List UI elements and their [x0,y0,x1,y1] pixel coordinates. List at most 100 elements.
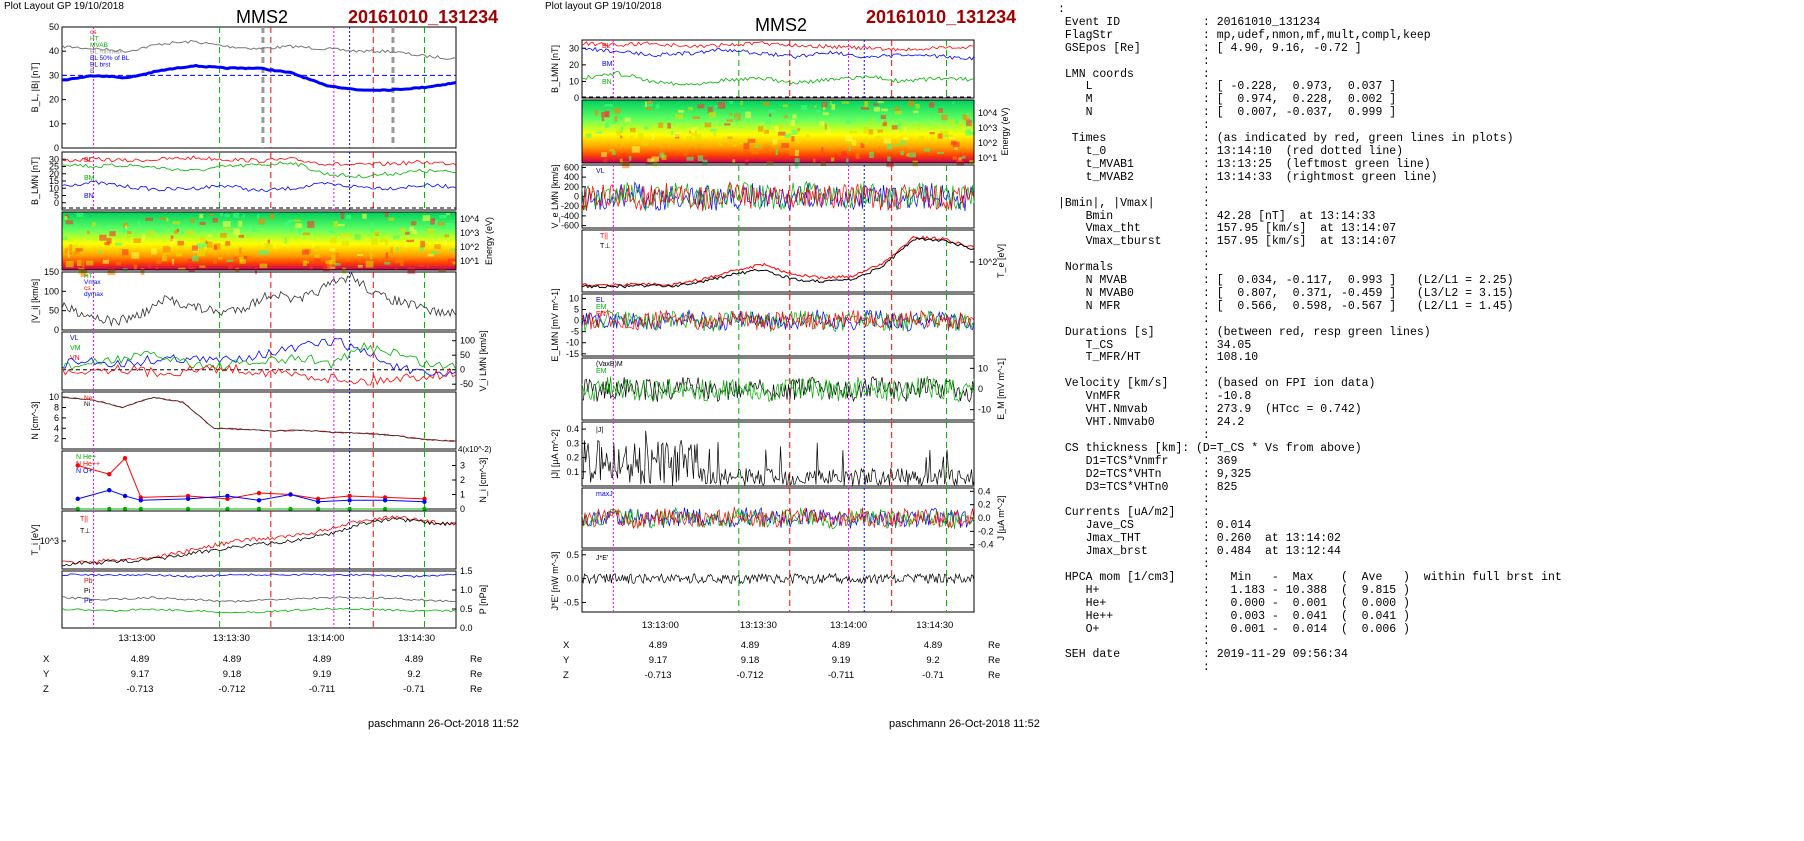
y-tick-label: -5 [571,327,579,337]
data-point [347,498,352,503]
x-tick-label: 13:14:30 [398,633,435,644]
y-tick-label: 20 [49,95,59,105]
ephemeris-value: 9.17 [649,655,668,666]
y-tick-label: 0 [574,192,579,202]
info-line: T_MFR/HT : 108.10 [1058,351,1259,365]
legend-entry: dymax [84,291,104,298]
ephemeris-value: -0.71 [403,684,425,695]
series-line-BL [61,155,457,166]
legend-entry: VL [70,335,79,342]
y-tick-label: 10 [49,119,59,129]
series-line-B [61,39,457,60]
data-point [422,506,427,512]
y-tick-label: 0 [54,325,59,335]
ephemeris-value: -0.713 [127,684,154,695]
y-axis-label: |J| [μA m^-2] [550,429,560,479]
left-footer: paschmann 26-Oct-2018 11:52 [368,718,519,730]
y-axis-label: P [nPa] [478,585,488,614]
info-line: D3=TCS*VHTn0 : 825 [1058,480,1238,494]
y-tick-label: 3 [460,461,465,471]
data-point [75,496,80,502]
info-line: : [1058,312,1210,326]
legend-entry: Ne [84,395,93,402]
legend-entry: BL [602,43,611,50]
ephemeris-value: 9.18 [223,669,242,680]
info-line: T_CS : 34.05 [1058,338,1252,352]
y-tick-label: 15 [49,176,59,186]
y-axis-label: J*E' [nW m^-3] [550,552,560,611]
y-axis-label: V_e LMN [km/s] [550,164,560,228]
y-tick-label: 0.0 [978,513,991,523]
series-line-Ni [61,396,457,442]
info-line: : [1058,119,1210,133]
y-tick-label: 10^4 [978,108,997,118]
data-point [347,493,352,499]
info-line: He++ : 0.003 - 0.041 ( 0.041 ) [1058,609,1410,623]
series-line-JE [581,572,975,585]
info-line: : [1058,493,1210,507]
ephemeris-unit: Re [470,669,482,680]
info-line: : [1058,557,1210,571]
legend-entry: Vmax [84,279,101,286]
y-tick-label: -15 [566,349,579,359]
series-line-Pi [61,596,457,603]
y-tick-label: 0 [978,384,983,394]
series-line-Ne [61,396,457,442]
info-line: Normals : [1058,261,1210,275]
x-tick-label: 13:13:00 [642,620,679,631]
info-line: D2=TCS*VHTn : 9,325 [1058,467,1252,481]
y-tick-label: 200 [564,182,579,192]
info-line: Jmax_brst : 0.484 at 13:12:44 [1058,545,1341,559]
y-axis-label: B_L, |B| [nT] [30,63,40,113]
y-tick-label: 0.4 [566,424,579,434]
y-tick-label: 5 [574,305,579,315]
y-tick-label: 10 [569,76,579,86]
mid-Te-panel-frame [581,229,975,293]
legend-entry: EM [596,368,607,375]
y-tick-label: 100 [460,336,475,346]
info-line: CS thickness [km]: (D=T_CS * Vs from abo… [1058,441,1362,455]
legend-entry: BL minmax [90,49,123,56]
info-line: D1=TCS*Vnmfr : 369 [1058,454,1238,468]
y-tick-label: 50 [49,306,59,316]
event-info-panel: : Event ID : 20161010_131234 FlagStr : m… [1058,3,1562,675]
info-line: N MFR : [ 0.566, 0.598, -0.567 ] (L2/L1 … [1058,299,1514,313]
mid-EM-panel-frame [581,357,975,421]
y-tick-label: 0 [574,316,579,326]
data-point [288,506,293,512]
ephemeris-value: -0.713 [645,670,672,681]
series-line-N O+ [77,489,425,503]
info-line: : [1058,635,1210,649]
left-P-panel-frame [61,570,457,629]
y-tick-label: 10^1 [460,256,479,266]
y-tick-label: 10^2 [460,242,479,252]
left-header-spacecraft: MMS2 [236,7,289,27]
legend-entry: N He+ [76,454,96,461]
y-axis-label: |V_i| [km/s] [30,279,40,323]
data-point [225,506,230,512]
left-B-panel-frame [61,26,457,149]
y-axis-label: B_LMN [nT] [30,157,40,205]
info-line: Event ID : 20161010_131234 [1058,15,1321,29]
ephemeris-value: 9.18 [741,655,760,666]
y-tick-label: 0 [460,504,465,514]
y-tick-label: 20 [569,60,579,70]
info-line: |Bmin|, |Vmax| : [1058,196,1210,210]
y-axis-label: E_M [mV m^-1] [996,358,1006,420]
info-line: : [1058,54,1210,68]
axis-annotation: 4(x10^-2) [458,445,492,454]
y-tick-label: 10^2 [978,138,997,148]
y-tick-label: 10^4 [460,214,479,224]
info-line: LMN coords : [1058,67,1210,81]
legend-entry: VL [596,168,605,175]
data-point [122,493,128,499]
ephemeris-value: 4.89 [649,640,668,651]
ephemeris-value: -0.712 [737,670,764,681]
info-line: Vmax_tburst : 157.95 [km/s] at 13:14:07 [1058,235,1397,249]
ephemeris-value: 4.89 [832,640,851,651]
mid-E-panel-frame [581,293,975,357]
legend-entry: BL brst [90,62,111,69]
y-tick-label: 0.4 [978,486,991,496]
mid-J-panel-frame [581,421,975,487]
y-tick-label: 10^3 [40,536,59,546]
